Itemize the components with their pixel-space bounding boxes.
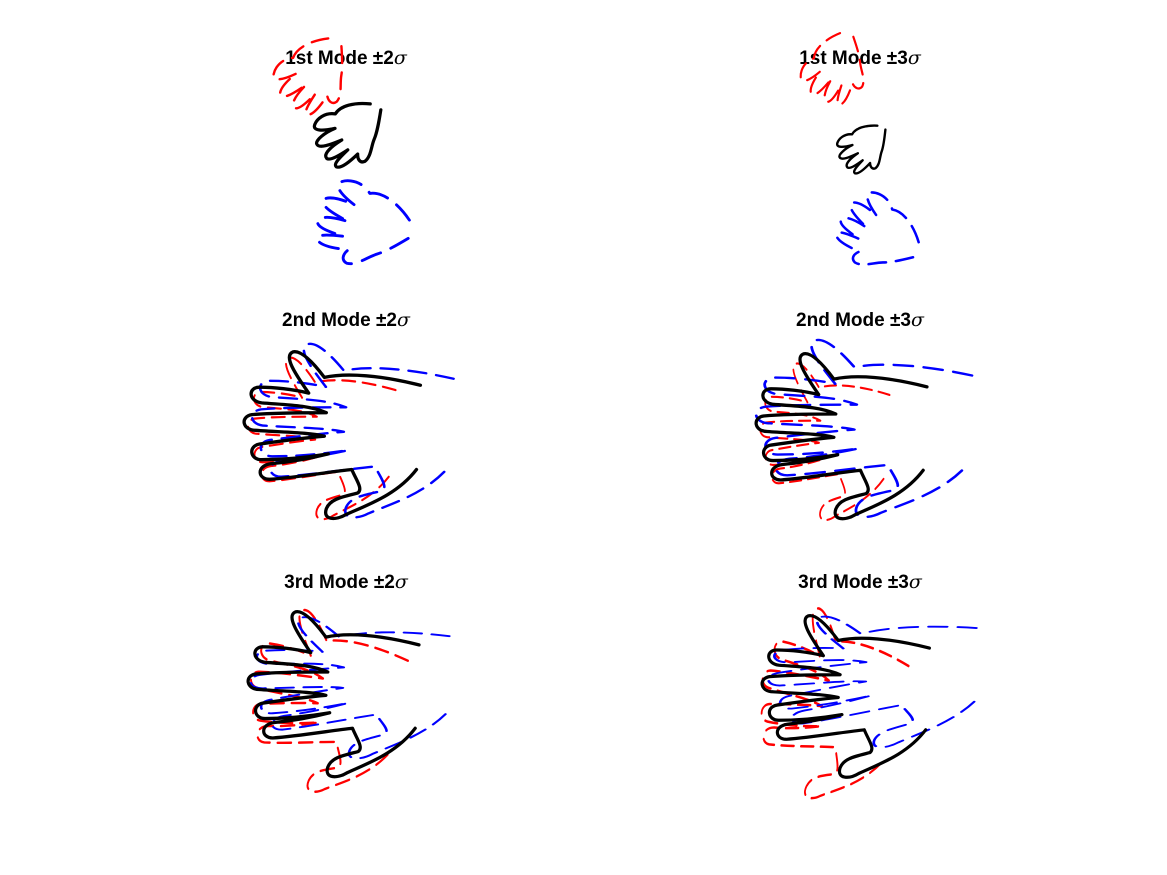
minus-sigma-shape: [301, 170, 425, 286]
plus-sigma-shape: [759, 362, 891, 522]
panel-mode2-3sigma: 2nd Mode ±3σ: [754, 309, 974, 522]
mean-shape: [830, 117, 900, 182]
plot-area: [242, 342, 455, 521]
plot-area: [739, 598, 990, 814]
panel-title: 1st Mode ±3σ: [799, 47, 922, 69]
panel-mode1-3sigma: 1st Mode ±3σ: [791, 21, 932, 292]
panel-title: 3rd Mode ±3σ: [798, 571, 923, 593]
minus-sigma-shape: [754, 338, 974, 519]
panel-title: 3rd Mode ±2σ: [284, 571, 409, 593]
panel-mode3-2sigma: 3rd Mode ±2σ: [235, 571, 459, 804]
plot-area: [754, 338, 974, 522]
panel-title: 1st Mode ±2σ: [285, 47, 408, 69]
panel-title: 2nd Mode ±3σ: [796, 309, 925, 331]
plus-sigma-shape: [264, 25, 369, 128]
mean-shape: [306, 92, 399, 178]
plus-sigma-shape: [791, 21, 886, 117]
panel-mode1-2sigma: 1st Mode ±2σ: [264, 25, 425, 286]
panel-mode3-3sigma: 3rd Mode ±3σ: [739, 571, 990, 814]
mean-shape: [246, 610, 421, 779]
minus-sigma-shape: [822, 182, 932, 292]
panel-title: 2nd Mode ±2σ: [282, 309, 411, 331]
panel-mode2-2sigma: 2nd Mode ±2σ: [242, 309, 455, 521]
plot-area: [235, 602, 459, 804]
minus-sigma-shape: [761, 599, 990, 760]
